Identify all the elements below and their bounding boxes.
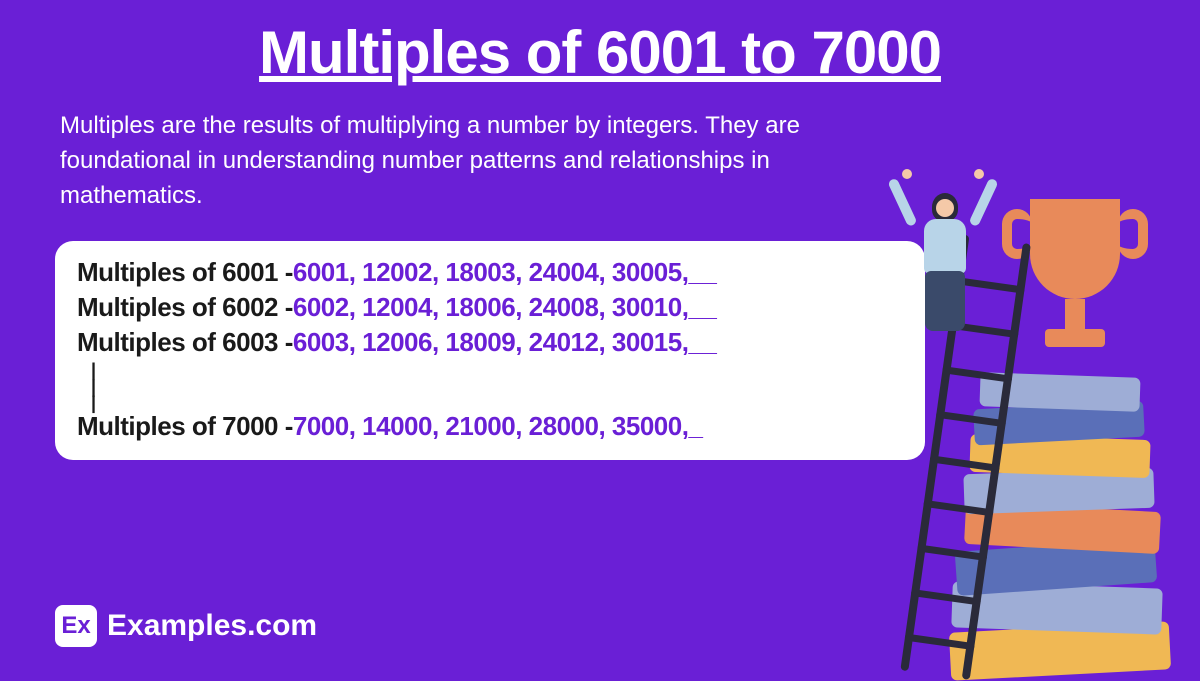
logo-text: Examples.com: [107, 609, 317, 643]
multiples-row: Multiples of 6002 - 6002, 12004, 18006, …: [77, 292, 905, 323]
row-values: 7000, 14000, 21000, 28000, 35000,_: [293, 411, 703, 442]
multiples-row: Multiples of 6001 - 6001, 12002, 18003, …: [77, 257, 905, 288]
multiples-card: Multiples of 6001 - 6001, 12002, 18003, …: [55, 241, 925, 460]
row-values: 6003, 12006, 18009, 24012, 30015,__: [293, 327, 716, 358]
person-icon: [900, 175, 990, 335]
row-label: Multiples of 6003 -: [77, 327, 293, 358]
ellipsis-marker: |: [77, 362, 905, 378]
multiples-row: Multiples of 6003 - 6003, 12006, 18009, …: [77, 327, 905, 358]
row-label: Multiples of 6001 -: [77, 257, 293, 288]
description-text: Multiples are the results of multiplying…: [0, 87, 900, 213]
logo-badge-icon: Ex: [55, 605, 97, 647]
ellipsis-marker: |: [77, 395, 905, 411]
row-values: 6001, 12002, 18003, 24004, 30005,__: [293, 257, 716, 288]
brand-logo: Ex Examples.com: [55, 605, 317, 647]
row-label: Multiples of 6002 -: [77, 292, 293, 323]
multiples-row: Multiples of 7000 - 7000, 14000, 21000, …: [77, 411, 905, 442]
ellipsis-marker: |: [77, 379, 905, 395]
decorative-illustration: [850, 175, 1170, 675]
row-values: 6002, 12004, 18006, 24008, 30010,__: [293, 292, 716, 323]
page-title: Multiples of 6001 to 7000: [0, 0, 1200, 87]
row-label: Multiples of 7000 -: [77, 411, 293, 442]
